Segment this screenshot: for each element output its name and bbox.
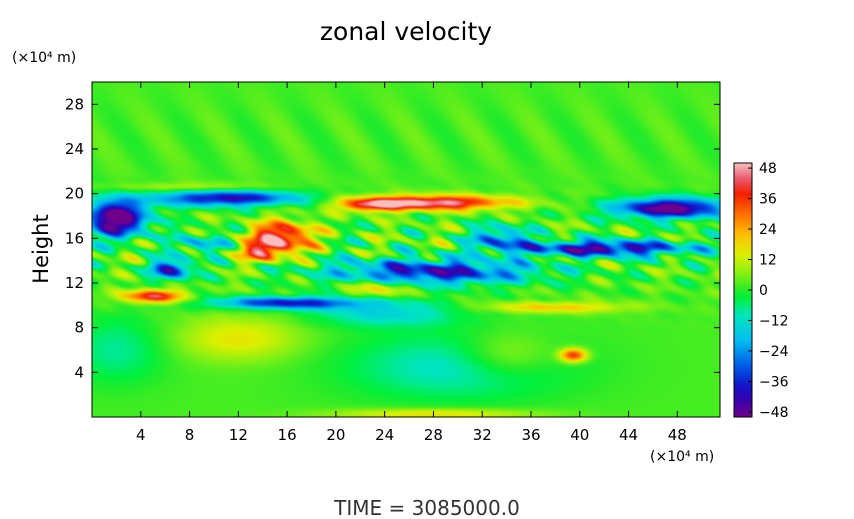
colorbar-tick-label: 24 (759, 222, 777, 238)
chart-title: zonal velocity (320, 17, 492, 46)
y-tick-label: 4 (74, 363, 84, 381)
y-tick-label: 28 (65, 95, 84, 113)
x-tick-label: 16 (278, 426, 297, 444)
x-axis-ticks: 4 8 12 16 20 24 28 32 36 40 44 48 (136, 82, 687, 444)
y-tick-label: 8 (74, 319, 84, 337)
y-tick-label: 12 (65, 274, 84, 292)
colorbar-tick-label: 12 (759, 253, 777, 269)
x-tick-label: 44 (619, 426, 638, 444)
time-footer: TIME = 3085000.0 (333, 496, 520, 519)
colorbar-canvas (734, 163, 752, 417)
colorbar-tick-label: 36 (759, 192, 777, 208)
colorbar-tick-label: 0 (759, 283, 768, 299)
x-tick-label: 28 (424, 426, 443, 444)
y-tick-label: 20 (65, 185, 84, 203)
y-tick-label: 24 (65, 140, 84, 158)
colorbar-tick-label: 48 (759, 161, 777, 177)
x-tick-label: 4 (136, 426, 146, 444)
x-tick-label: 12 (229, 426, 248, 444)
colorbar-ticks: 48 36 24 12 0 −12 −24 −36 −48 (748, 161, 789, 421)
x-axis-units: (×10⁴ m) (650, 449, 714, 465)
x-tick-label: 8 (185, 426, 195, 444)
x-tick-label: 40 (570, 426, 589, 444)
x-tick-label: 24 (375, 426, 394, 444)
plot-frame (91, 81, 721, 418)
heatmap-canvas (92, 82, 720, 417)
y-tick-label: 16 (65, 229, 84, 247)
colorbar-tick-label: −48 (759, 405, 789, 421)
x-tick-label: 36 (521, 426, 540, 444)
colorbar: 48 36 24 12 0 −12 −24 −36 −48 (733, 161, 789, 421)
heatmap-field (92, 82, 720, 417)
y-axis-ticks: 4 8 12 16 20 24 28 (65, 95, 720, 381)
y-axis-units: (×10⁴ m) (12, 50, 76, 66)
x-tick-label: 32 (473, 426, 492, 444)
y-axis-label: Height (29, 214, 53, 283)
x-tick-label: 48 (668, 426, 687, 444)
x-tick-label: 20 (326, 426, 345, 444)
colorbar-tick-label: −12 (759, 313, 789, 329)
colorbar-tick-label: −36 (759, 374, 789, 390)
colorbar-tick-label: −24 (759, 344, 789, 360)
